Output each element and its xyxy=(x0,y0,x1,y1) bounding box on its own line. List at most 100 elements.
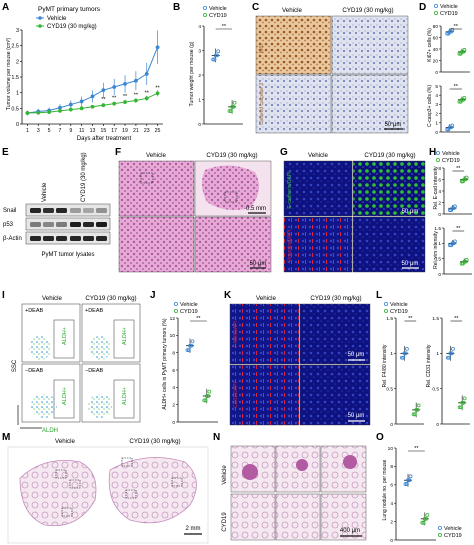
panel-g-vim-cyd19-image xyxy=(352,216,426,273)
H-bottom-point xyxy=(447,243,452,248)
H-top-legend-marker xyxy=(435,150,440,155)
panel-g-ecad-vehicle-image xyxy=(283,160,353,217)
L-right-point xyxy=(459,405,463,410)
O-ytick-label: 6 xyxy=(390,483,393,489)
L-right-ytick-label: 1.5 xyxy=(432,316,439,322)
D-top-ytick-label: 80 xyxy=(433,24,439,30)
O-point xyxy=(406,478,410,483)
a-point xyxy=(58,105,62,110)
a-xtick-label: 13 xyxy=(90,128,96,134)
panel-c-ki67-cyd19-image xyxy=(331,15,409,75)
D-top-legend-label: CYD19 xyxy=(440,11,458,17)
O-legend-label: Vehicle xyxy=(444,526,462,532)
O-ytick-label: 2 xyxy=(390,519,393,525)
B-legend-label: CYD19 xyxy=(209,13,227,19)
B-legend-marker xyxy=(202,12,207,17)
panel-letter-j: J xyxy=(150,290,156,301)
J-legend-label: CYD19 xyxy=(180,309,198,315)
J-point xyxy=(204,394,209,398)
a-point xyxy=(112,101,117,106)
D-top-ytick-label: 60 xyxy=(433,35,439,41)
H-top-point xyxy=(463,177,468,182)
panel-k-col-cyd19: CYD19 (30 mg/kg) xyxy=(310,295,361,302)
B-point xyxy=(212,57,217,62)
H-top-point xyxy=(459,179,464,184)
D-bottom-point xyxy=(457,99,462,104)
H-bottom-point xyxy=(451,241,456,246)
a-point xyxy=(133,78,138,83)
J-point xyxy=(185,348,190,353)
B-point xyxy=(216,49,221,54)
a-point xyxy=(79,106,84,111)
O-point xyxy=(403,482,408,486)
a-point xyxy=(58,108,62,113)
a-point xyxy=(123,100,127,104)
L-left-ytick-label: 1 xyxy=(390,351,393,357)
panel-i-gate-4 xyxy=(113,379,135,419)
blot-band-r0-l2 xyxy=(56,208,67,213)
L-left-point xyxy=(413,412,417,417)
panel-n-image-f xyxy=(320,493,367,541)
L-left-point xyxy=(399,355,404,360)
panel-c-casp3-cyd19-image xyxy=(331,74,409,134)
J-ytick-label: 12 xyxy=(170,316,176,322)
panel-c-casp3-vehicle-image xyxy=(255,74,332,134)
H-top-point xyxy=(451,206,456,211)
a-point xyxy=(101,103,106,108)
O-sig-label: ** xyxy=(414,446,419,452)
panel-e-lane-cyd19: CYD19 (30 mg/kg) xyxy=(81,152,87,202)
a-xtick-label: 11 xyxy=(79,128,84,134)
panel-m-scalebar-label: 2 mm xyxy=(186,526,201,532)
D-bottom-point xyxy=(445,127,450,132)
H-top-ytick-label: 4 xyxy=(438,189,441,195)
D-bottom-point xyxy=(449,125,454,130)
a-xtick-label: 1 xyxy=(26,128,29,134)
a-point xyxy=(155,91,160,96)
panel-c-ki67-vehicle-image xyxy=(255,15,332,75)
a-point xyxy=(155,45,160,50)
panel-k-f480-vehicle-image xyxy=(229,303,300,365)
panel-i-gate-label-1: ALDH+ xyxy=(62,327,68,345)
a-ytick-label: 0 xyxy=(16,122,19,128)
blot-band-r1-l2 xyxy=(56,222,67,227)
panel-m-box-c xyxy=(61,507,73,517)
L-left-ytick-label: 1.5 xyxy=(386,316,393,322)
panel-k-scalebar2-label: 50 μm xyxy=(348,413,365,419)
a-xtick-label: 15 xyxy=(100,128,106,134)
panel-i-xlabel: ALDH xyxy=(42,428,58,434)
panel-i-cloud-4 xyxy=(88,394,112,418)
panel-c-scalebar-label: 50 μm xyxy=(385,122,402,128)
panel-n-row-vehicle: Vehicle xyxy=(222,465,228,485)
panel-letter-o: O xyxy=(376,432,384,443)
legend-a-cyd19-label: CYD19 (30 mg/kg) xyxy=(47,24,97,30)
panel-k-cd31-vehicle-image xyxy=(229,364,300,426)
a-ytick-label: 1.5 xyxy=(11,75,19,81)
a-point xyxy=(90,104,95,109)
L-right-point xyxy=(450,346,455,351)
blot-band-r0-l1 xyxy=(43,208,54,213)
a-point xyxy=(144,71,149,76)
B-point xyxy=(211,57,216,62)
panel-n-image-e xyxy=(275,493,321,541)
L-right-ytick-label: 1 xyxy=(436,351,439,357)
a-xtick-label: 5 xyxy=(48,128,51,134)
panel-f-col-vehicle: Vehicle xyxy=(146,152,167,159)
a-xtick-label: 21 xyxy=(133,128,139,134)
panel-m-box-e xyxy=(125,489,137,499)
a-point xyxy=(68,102,73,107)
blot-band-r1-l1 xyxy=(43,222,54,227)
B-point xyxy=(231,104,236,109)
J-legend-marker xyxy=(173,301,178,306)
a-ytick-label: 1 xyxy=(16,91,19,97)
panel-d-ylabel-bottom: C-casp3+ cells (%) xyxy=(427,85,433,127)
O-point xyxy=(424,516,429,521)
blot-band-r2-l2 xyxy=(56,236,67,241)
a-point xyxy=(68,107,73,112)
D-bottom-ytick-label: 5 xyxy=(435,84,438,90)
O-ytick-label: 8 xyxy=(390,464,393,470)
panel-letter-d: D xyxy=(419,2,426,13)
panel-k-col-vehicle: Vehicle xyxy=(256,295,277,302)
J-ytick-label: 6 xyxy=(172,368,175,374)
L-right-point xyxy=(462,396,467,401)
panel-i-gate-3 xyxy=(53,379,75,419)
